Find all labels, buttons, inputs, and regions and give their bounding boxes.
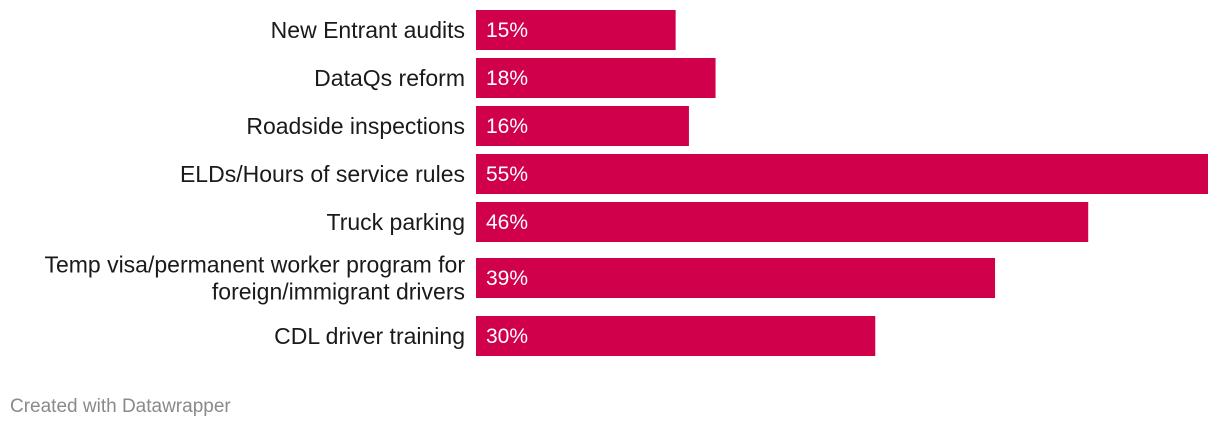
bar bbox=[476, 10, 676, 50]
bar-chart: 15% New Entrant audits 18% DataQs reform 16%… bbox=[44, 10, 1208, 356]
value-label: 30% bbox=[486, 325, 528, 348]
footer-credit: Created with Datawrapper bbox=[10, 396, 231, 417]
category-label: ELDs/Hours of service rules bbox=[180, 161, 465, 187]
category-label: Temp visa/permanent worker program for bbox=[44, 252, 465, 278]
bar bbox=[476, 58, 716, 98]
bar bbox=[476, 202, 1089, 242]
category-label: Roadside inspections bbox=[246, 113, 465, 139]
bar bbox=[476, 258, 996, 298]
bar bbox=[476, 316, 876, 356]
value-label: 46% bbox=[486, 211, 528, 234]
value-label: 39% bbox=[486, 267, 528, 290]
category-label: foreign/immigrant drivers bbox=[212, 279, 465, 305]
bar bbox=[476, 154, 1208, 194]
value-label: 15% bbox=[486, 19, 528, 42]
category-label: New Entrant audits bbox=[271, 17, 465, 43]
value-label: 18% bbox=[486, 67, 528, 90]
category-label: DataQs reform bbox=[314, 65, 465, 91]
value-label: 16% bbox=[486, 115, 528, 138]
bar bbox=[476, 106, 689, 146]
category-label: Truck parking bbox=[327, 209, 465, 235]
category-label: CDL driver training bbox=[274, 323, 465, 349]
value-label: 55% bbox=[486, 163, 528, 186]
